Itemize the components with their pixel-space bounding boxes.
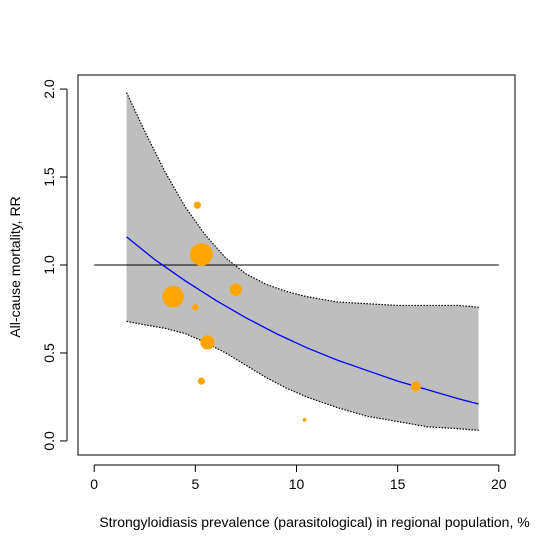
- data-point-9: [302, 417, 307, 422]
- x-tick-label: 15: [390, 476, 406, 492]
- plot-frame: [77, 74, 516, 456]
- fit-line-layer: [126, 236, 479, 405]
- data-point-1: [193, 201, 201, 209]
- fit-line: [126, 236, 479, 405]
- points-layer: [162, 201, 421, 422]
- x-axis-label: Strongyloidiasis prevalence (parasitolog…: [99, 514, 529, 530]
- band-lower-bound: [126, 320, 479, 431]
- data-point-3: [162, 285, 184, 308]
- y-tick-label: 1.0: [41, 255, 57, 275]
- y-axis: 0.0 0.5 1.0 1.5 2.0: [41, 79, 68, 451]
- y-tick-label: 0.0: [41, 431, 57, 451]
- confidence-band-fill: [126, 92, 479, 431]
- confidence-band-layer: [126, 92, 479, 431]
- data-point-5: [192, 304, 199, 311]
- y-tick-label: 0.5: [41, 343, 57, 363]
- data-point-4: [229, 283, 243, 296]
- band-upper-bound: [126, 92, 479, 308]
- data-point-6: [200, 335, 215, 350]
- y-axis-label: All-cause mortality, RR: [7, 196, 23, 337]
- x-axis: 0 5 10 15 20: [90, 464, 507, 492]
- axes-layer: 0 5 10 15 20 0.0 0.5 1.0 1.5 2.0: [41, 74, 516, 492]
- y-tick-label: 2.0: [41, 79, 57, 99]
- x-tick-label: 0: [90, 476, 98, 492]
- data-point-2: [190, 243, 213, 266]
- data-point-7: [197, 377, 206, 385]
- x-tick-label: 5: [191, 476, 199, 492]
- y-tick-label: 1.5: [41, 167, 57, 187]
- x-tick-label: 20: [491, 476, 507, 492]
- x-tick-label: 10: [289, 476, 305, 492]
- data-point-8: [410, 381, 421, 392]
